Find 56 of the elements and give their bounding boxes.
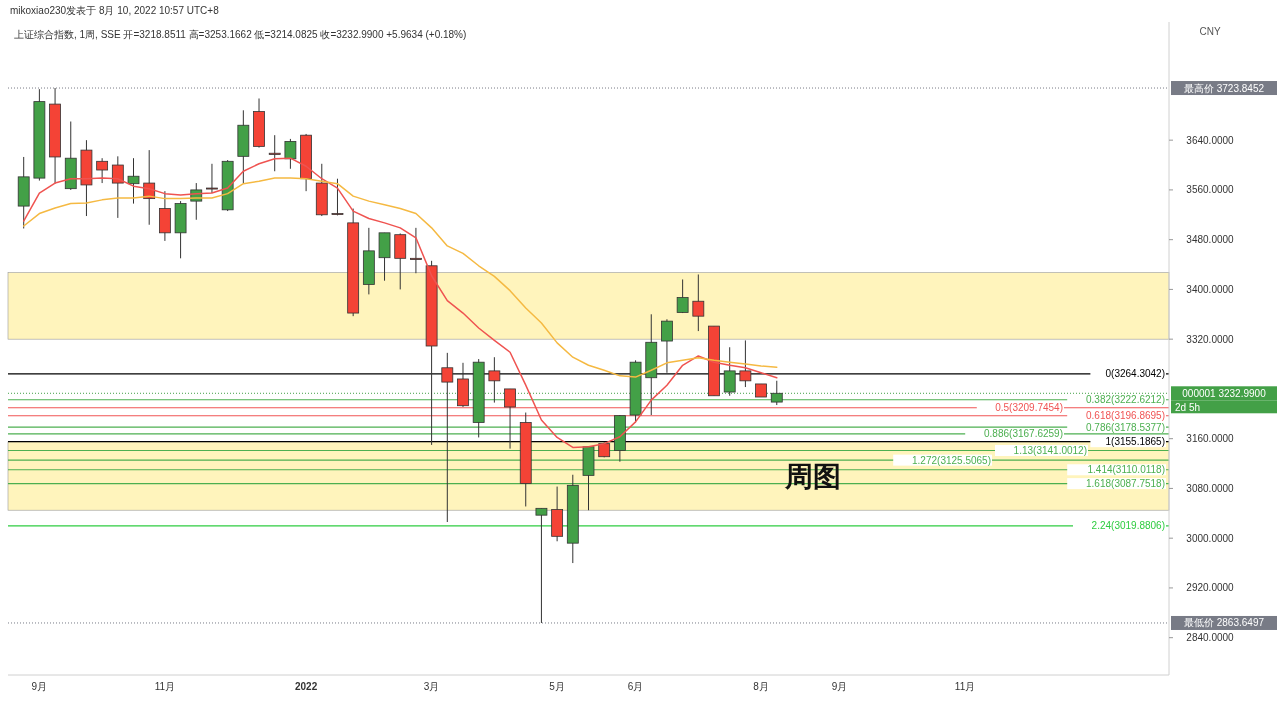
text: 上证综合指数, 1周, SSE 开=3218.8511 高=3253.1662 低=3214.0825 收=3232.9900 +5.9634 (+0.18%) (14, 29, 467, 40)
ref-line-label: 0(3264.3042) (1105, 368, 1165, 380)
ref-line-label: 1.272(3125.5065) (912, 454, 991, 466)
candlestick (268, 134, 281, 172)
ref-line-label: 1.414(3110.0118) (1087, 464, 1165, 476)
candlestick (504, 388, 516, 450)
y-tick-label: 3080.0000 (1186, 482, 1235, 494)
x-tick-label: 8月 (753, 681, 769, 692)
ref-line-label: 0.618(3196.8695) (1086, 410, 1165, 422)
x-tick-label: 9月 (831, 681, 848, 692)
y-tick-label: 3480.0000 (1186, 234, 1235, 246)
candlestick (676, 278, 689, 314)
candlestick (127, 157, 140, 205)
candlestick (410, 227, 422, 274)
y-tick-label: 3320.0000 (1186, 333, 1235, 345)
line-series (22, 177, 778, 378)
y-tick-label: 2920.0000 (1186, 582, 1235, 594)
x-tick-label: 5月 (549, 681, 565, 692)
candlestick (96, 157, 109, 184)
x-tick-label: 11月 (954, 681, 976, 692)
ref-line-label: 2.24(3019.8806) (1091, 520, 1165, 532)
candlestick (331, 178, 344, 216)
candlestick (535, 507, 548, 624)
ref-line-label: 1.618(3087.7518) (1086, 478, 1165, 490)
y-tick-label: 2840.0000 (1186, 632, 1235, 644)
x-tick-label: 2022 (294, 681, 318, 692)
x-tick-label: 3月 (423, 681, 440, 692)
y-tick-label: 3160.0000 (1186, 433, 1235, 445)
y-tick-label: 3560.0000 (1186, 184, 1235, 196)
candlestick (692, 273, 705, 332)
y-tick-label: 3000.0000 (1186, 532, 1235, 544)
ref-line-label: 1.13(3141.0012) (1013, 444, 1087, 456)
candlestick (441, 352, 454, 523)
ref-line-label: 1(3155.1865) (1105, 436, 1165, 448)
text: mikoxiao230发表于 8月 10, 2022 10:57 UTC+8 (10, 5, 220, 16)
x-tick-label: 9月 (31, 681, 48, 692)
ref-line-label: 0.5(3209.7454) (995, 402, 1063, 414)
text: 2d 5h (1175, 401, 1201, 413)
candlestick (111, 155, 124, 219)
ref-line-label: 0.786(3178.5377) (1086, 421, 1165, 433)
candlestick (284, 138, 297, 170)
y-tick-label: 3400.0000 (1186, 283, 1235, 295)
x-tick-label: 11月 (154, 681, 176, 692)
ref-line-label: 0.382(3222.6212) (1086, 394, 1165, 406)
ref-line-label: 最低价 2863.6497 (1183, 617, 1265, 629)
ref-line-label: 000001 3232.9900 (1182, 387, 1267, 399)
y-axis-title: CNY (1199, 26, 1221, 37)
y-tick-label: 3640.0000 (1186, 134, 1235, 146)
x-tick-label: 6月 (627, 681, 644, 692)
candlestick (394, 232, 407, 290)
candlestick (739, 339, 752, 388)
ref-line-label: 最高价 3723.8452 (1183, 82, 1265, 94)
candlestick (661, 318, 673, 374)
ref-line-label: 0.886(3167.6259) (984, 428, 1063, 440)
candlestick (206, 163, 218, 194)
candlestick (488, 356, 501, 404)
